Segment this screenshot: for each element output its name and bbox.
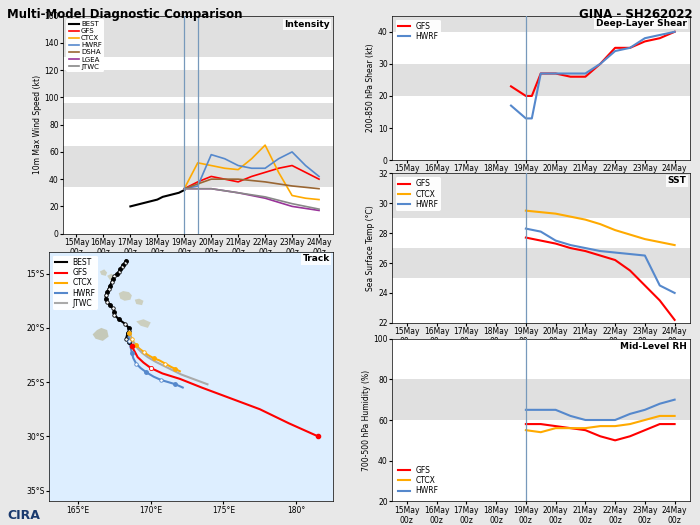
Polygon shape <box>135 299 143 305</box>
Bar <box>392 16 690 32</box>
Y-axis label: 10m Max Wind Speed (kt): 10m Max Wind Speed (kt) <box>33 75 41 174</box>
Text: Multi-Model Diagnostic Comparison: Multi-Model Diagnostic Comparison <box>7 8 242 21</box>
Bar <box>392 173 690 218</box>
Bar <box>63 70 332 98</box>
Legend: BEST, GFS, CTCX, HWRF, JTWC: BEST, GFS, CTCX, HWRF, JTWC <box>52 256 98 310</box>
Text: Track: Track <box>302 255 330 264</box>
Polygon shape <box>92 328 108 341</box>
Polygon shape <box>100 269 107 276</box>
Polygon shape <box>107 274 116 281</box>
Bar <box>63 16 332 57</box>
Y-axis label: 700-500 hPa Humidity (%): 700-500 hPa Humidity (%) <box>362 370 370 470</box>
Legend: GFS, CTCX, HWRF: GFS, CTCX, HWRF <box>395 177 441 211</box>
Text: GINA - SH262022: GINA - SH262022 <box>580 8 693 21</box>
Polygon shape <box>136 319 150 328</box>
Bar <box>63 146 332 187</box>
Text: Mid-Level RH: Mid-Level RH <box>620 342 687 351</box>
Bar <box>63 103 332 119</box>
Text: SST: SST <box>668 176 687 185</box>
Y-axis label: Sea Surface Temp (°C): Sea Surface Temp (°C) <box>366 205 375 291</box>
Bar <box>392 379 690 420</box>
Legend: GFS, CTCX, HWRF: GFS, CTCX, HWRF <box>395 464 441 498</box>
Bar <box>392 64 690 96</box>
Polygon shape <box>119 291 132 301</box>
Y-axis label: 200-850 hPa Shear (kt): 200-850 hPa Shear (kt) <box>366 44 375 132</box>
Legend: GFS, HWRF: GFS, HWRF <box>395 19 441 43</box>
Text: CIRA: CIRA <box>7 509 40 522</box>
Text: Intensity: Intensity <box>284 20 330 29</box>
Bar <box>392 248 690 278</box>
Text: Deep-Layer Shear: Deep-Layer Shear <box>596 18 687 28</box>
Legend: BEST, GFS, CTCX, HWRF, DSHA, LGEA, JTWC: BEST, GFS, CTCX, HWRF, DSHA, LGEA, JTWC <box>66 19 104 71</box>
